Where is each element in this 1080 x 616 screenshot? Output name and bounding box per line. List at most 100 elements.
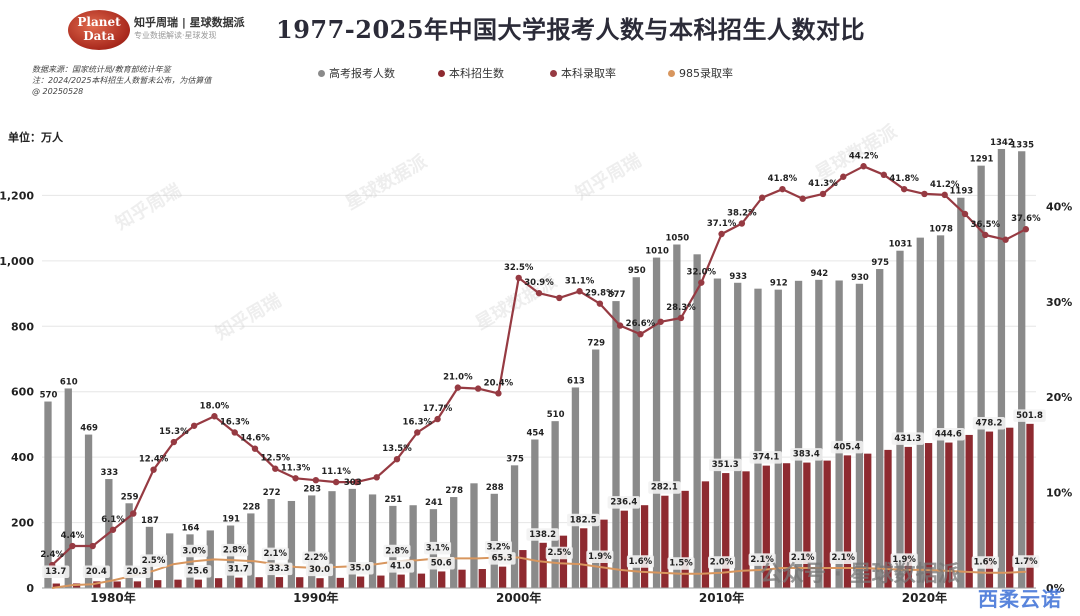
applicants-data-label: 272 [263, 488, 281, 498]
applicants-data-label: 1291 [970, 155, 994, 165]
admissions-data-label-bg [346, 562, 374, 575]
admissions-data-label: 478.2 [975, 419, 1002, 429]
bar-applicants [896, 250, 904, 589]
point-admission-rate [596, 300, 604, 307]
source-line: 数据来源：国家统计局/教育部统计年鉴 [32, 65, 171, 74]
admissions-data-label: 13.7 [45, 567, 66, 577]
point-admission-rate [900, 185, 908, 193]
admission-rate-label: 17.7% [423, 404, 453, 414]
point-admission-rate [556, 294, 563, 302]
bar-applicants [267, 499, 275, 588]
point-admission-rate [982, 231, 989, 239]
y-left-tick-label: 600 [11, 386, 34, 399]
bar-admissions [539, 542, 547, 588]
x-tick-label: 1980年 [90, 590, 135, 605]
corner-watermark: 西柔云诺 [978, 587, 1062, 611]
985-rate-label: 3.0% [182, 546, 206, 556]
point-admission-rate [819, 190, 827, 198]
bar-admissions [823, 460, 831, 588]
admissions-data-label: 431.3 [894, 434, 921, 444]
admission-rate-label: 28.3% [666, 303, 696, 313]
admissions-data-label-bg [648, 481, 681, 494]
admissions-data-label: 182.5 [570, 515, 597, 525]
source-notes: 数据来源：国家统计局/教育部统计年鉴 注：2024/2025本科招生人数暂未公布… [32, 64, 211, 97]
bar-applicants [328, 491, 336, 588]
admissions-data-label-bg [305, 563, 334, 577]
bar-admissions [1026, 423, 1034, 588]
985-rate-label-bg [484, 540, 512, 554]
applicants-data-label: 933 [729, 272, 747, 282]
admission-rate-label: 6.1% [101, 515, 125, 525]
applicants-data-label: 1193 [950, 187, 974, 197]
point-admission-rate [69, 542, 76, 550]
applicants-data-label: 613 [567, 376, 585, 386]
admissions-data-label-bg [387, 560, 415, 573]
bar-admissions [742, 471, 750, 588]
bar-applicants [368, 494, 377, 588]
admissions-data-label-bg [488, 552, 516, 565]
admissions-data-label: 20.3 [126, 567, 147, 577]
point-admission-rate [535, 289, 543, 297]
bar-admissions [93, 581, 101, 588]
point-admission-rate [353, 478, 360, 486]
bar-admissions [762, 465, 770, 588]
bar-applicants [652, 257, 661, 588]
point-admission-rate [515, 274, 522, 282]
bar-applicants [470, 483, 478, 588]
bar-applicants [815, 279, 823, 588]
legend-label-admission-rate: 本科录取率 [561, 67, 616, 80]
admissions-data-label-bg [427, 556, 455, 570]
point-admission-rate [698, 279, 705, 286]
985-rate-label: 1.6% [973, 558, 997, 568]
bar-admissions [377, 575, 385, 588]
y-left-tick-label: 1,000 [0, 255, 34, 268]
legend-label-985-rate: 985录取率 [679, 67, 733, 80]
bar-admissions [417, 573, 426, 588]
point-admission-rate [89, 542, 96, 550]
point-admission-rate [880, 171, 888, 179]
brand-name: 知乎周瑞 | 星球数据派 [134, 16, 245, 29]
985-rate-label: 2.8% [223, 545, 247, 555]
bar-applicants [166, 533, 174, 588]
x-tick-label: 2010年 [699, 590, 744, 605]
point-admission-rate [941, 191, 948, 199]
bar-applicants [84, 434, 93, 588]
admissions-data-label-bg [830, 440, 864, 454]
bar-applicants [713, 278, 722, 588]
applicants-data-label: 1010 [645, 247, 669, 257]
applicants-data-label: 729 [587, 339, 605, 349]
985-rate-label: 2.5% [142, 556, 166, 566]
bar-admissions [52, 583, 60, 588]
applicants-data-label: 251 [384, 495, 402, 505]
admission-rate-label: 36.5% [971, 220, 1001, 230]
bar-applicants [450, 497, 458, 588]
bar-admissions [620, 510, 628, 588]
applicants-data-label: 228 [242, 502, 260, 512]
point-admission-rate [758, 194, 766, 201]
point-admission-rate [454, 384, 462, 391]
point-admission-rate [860, 163, 867, 170]
y-right-tick-label: 0% [1046, 582, 1065, 595]
point-admission-rate [495, 390, 502, 397]
x-tick-label: 2020年 [902, 590, 947, 605]
admissions-data-label-bg [123, 565, 151, 578]
admissions-data-label-bg [790, 448, 823, 461]
985-rate-label: 1.9% [892, 555, 916, 565]
point-admission-rate [616, 322, 624, 329]
admission-rate-label: 44.2% [849, 151, 879, 161]
bar-applicants [774, 289, 782, 588]
admissions-data-label-bg [82, 565, 110, 578]
bar-admissions [194, 579, 202, 588]
bar-admissions [154, 580, 162, 588]
bar-admissions [681, 490, 689, 588]
bar-applicants [734, 282, 742, 588]
bar-admissions [640, 505, 649, 588]
admissions-data-label: 282.1 [651, 483, 678, 493]
bar-applicants [64, 388, 72, 588]
admission-rate-label: 16.3% [220, 417, 250, 427]
985-rate-label: 2.0% [710, 558, 734, 568]
bar-admissions [559, 535, 568, 588]
admission-rate-label: 2.4% [40, 550, 64, 560]
bar-applicants [348, 488, 356, 588]
admissions-data-label: 50.6 [431, 558, 452, 568]
